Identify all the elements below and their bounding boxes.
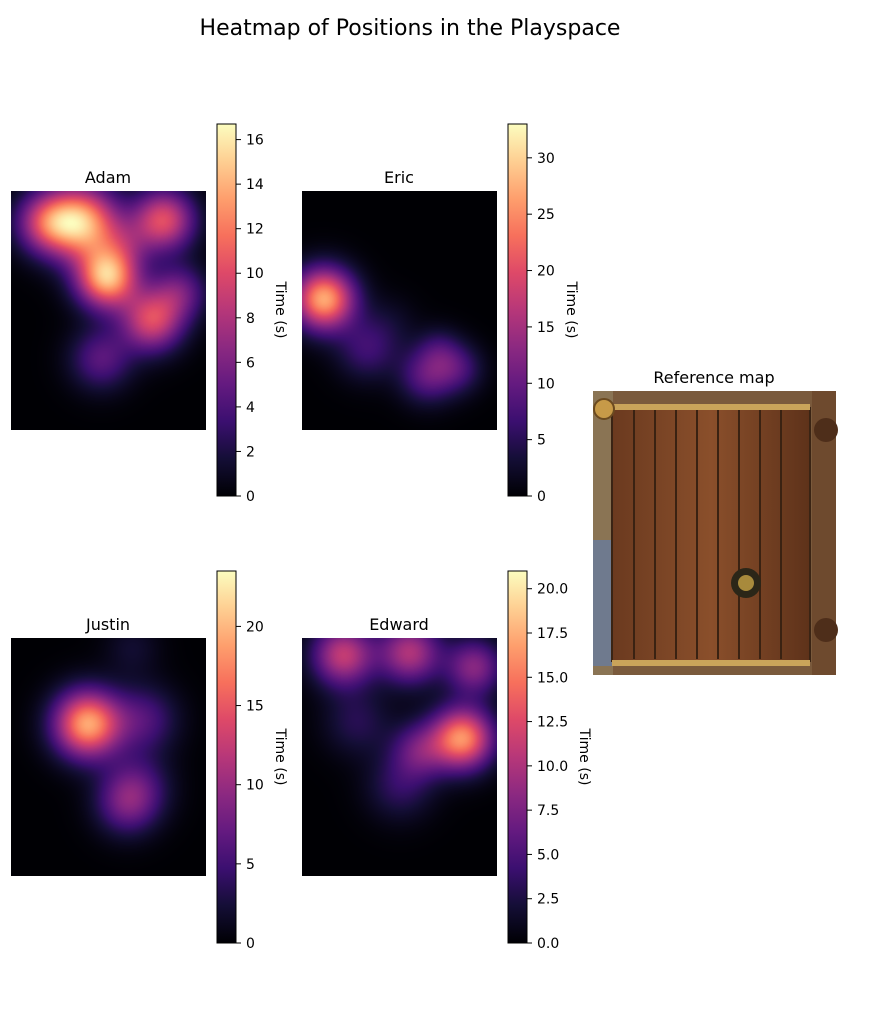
colorbar-tick-label: 8 <box>246 311 255 327</box>
colorbar-tick-label: 0 <box>246 936 255 952</box>
colorbar-tick-label: 14 <box>246 177 264 193</box>
colorbar-tick-label: 20 <box>246 619 264 635</box>
colorbar-gradient <box>507 570 528 944</box>
colorbar-tick-label: 12.5 <box>537 715 568 731</box>
panel-title: Eric <box>384 168 414 187</box>
colorbar-tick-label: 10.0 <box>537 759 568 775</box>
panel-title: Justin <box>85 615 130 634</box>
colorbar-tick-label: 0.0 <box>537 936 559 952</box>
colorbar-tick-label: 5.0 <box>537 847 559 863</box>
figure-title: Heatmap of Positions in the Playspace <box>200 16 621 41</box>
heatmap-canvas <box>11 191 206 430</box>
colorbar-tick-label: 30 <box>537 151 555 167</box>
colorbar-tick-label: 0 <box>537 489 546 505</box>
colorbar-tick-label: 2.5 <box>537 892 559 908</box>
panel-title: Adam <box>85 168 131 187</box>
reference-map-planks <box>633 410 782 659</box>
colorbar-edward: 0.0 2.5 5.0 7.5 10.0 12.5 15.0 17.5 20.0 Time (s… <box>507 570 592 952</box>
colorbar-label: Time (s) <box>272 728 288 786</box>
colorbar-tick-label: 12 <box>246 222 264 238</box>
panel-adam: Adam <box>11 168 206 430</box>
reference-map-barrel <box>814 618 838 642</box>
colorbar-label: Time (s) <box>272 281 288 339</box>
colorbar-tick-label: 20 <box>537 264 555 280</box>
colorbar-tick-label: 7.5 <box>537 803 559 819</box>
colorbar-tick-label: 17.5 <box>537 626 568 642</box>
colorbar-tick-label: 10 <box>537 376 555 392</box>
colorbar-tick-label: 5 <box>537 433 546 449</box>
colorbar-tick-label: 2 <box>246 444 255 460</box>
colorbar-tick-label: 0 <box>246 489 255 505</box>
panel-edward: Edward <box>302 615 497 876</box>
colorbar-gradient <box>507 123 528 497</box>
colorbar-tick-label: 4 <box>246 400 255 416</box>
panel-justin: Justin <box>11 615 206 876</box>
reference-map-barrel <box>814 418 838 442</box>
colorbar-gradient <box>216 570 237 944</box>
heatmap-canvas <box>11 638 206 876</box>
colorbar-tick-label: 20.0 <box>537 582 568 598</box>
reference-map-rail-top <box>612 404 810 410</box>
colorbar-tick-label: 15 <box>246 699 264 715</box>
colorbar-eric: 0 5 10 15 20 25 30 Time (s) <box>507 123 579 505</box>
colorbar-tick-label: 16 <box>246 133 264 149</box>
colorbar-tick-label: 6 <box>246 355 255 371</box>
reference-map-rail-bottom <box>612 660 810 666</box>
colorbar-tick-label: 5 <box>246 857 255 873</box>
colorbar-label: Time (s) <box>563 281 579 339</box>
colorbar-tick-label: 10 <box>246 778 264 794</box>
colorbar-gradient <box>216 123 237 497</box>
colorbar-label: Time (s) <box>576 728 592 786</box>
panel-title: Edward <box>369 615 429 634</box>
colorbar-tick-label: 25 <box>537 207 555 223</box>
reference-map-lamp <box>593 398 615 420</box>
reference-map-object-center <box>738 575 754 591</box>
colorbar-tick-label: 15 <box>537 320 555 336</box>
reference-map: Reference map <box>593 368 838 675</box>
colorbar-tick-label: 10 <box>246 266 264 282</box>
reference-map-title: Reference map <box>653 368 774 387</box>
heatmap-canvas <box>302 191 497 430</box>
panel-eric: Eric <box>302 168 497 430</box>
heatmap-canvas <box>302 638 497 876</box>
colorbar-adam: 0 2 4 6 8 10 12 14 16 Time (s) <box>216 123 288 505</box>
colorbar-tick-label: 15.0 <box>537 670 568 686</box>
colorbar-justin: 0 5 10 15 20 Time (s) <box>216 570 288 952</box>
